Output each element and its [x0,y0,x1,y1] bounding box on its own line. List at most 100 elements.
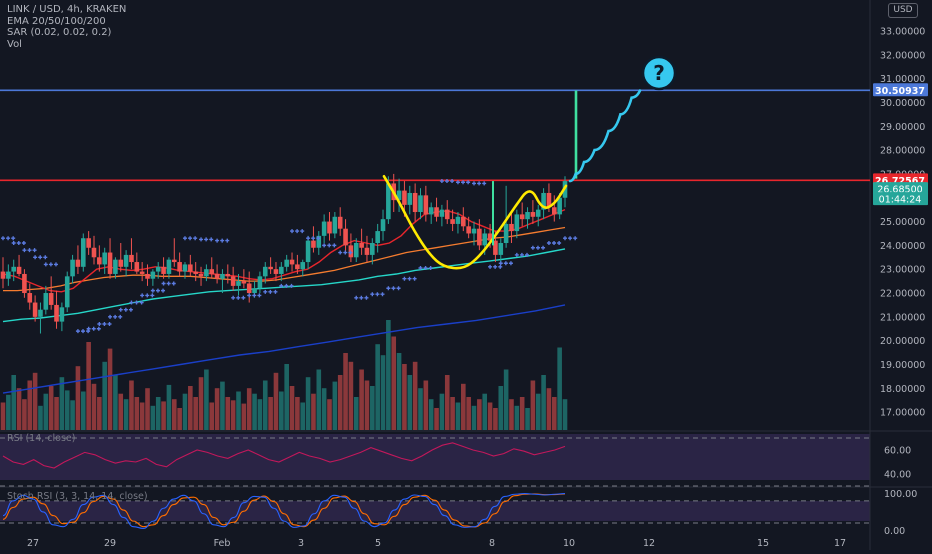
volume-bar [70,400,75,430]
legend-ema[interactable]: EMA 20/50/100/200 [7,15,106,27]
sar-marker [332,243,337,248]
volume-bar [386,320,391,430]
sar-marker [118,314,123,319]
rsi-line [2,442,566,469]
ema100-line [2,248,566,323]
sar-marker [348,250,353,255]
price-tick-label: 23.00000 [880,265,925,276]
time-tick-label: 8 [489,538,495,549]
volume-bar [359,369,364,430]
sar-marker [375,292,380,297]
sar-marker [268,289,273,294]
candle-body [193,271,198,274]
candle-body [519,214,525,220]
candle-body [359,242,364,248]
time-tick-label: 27 [27,538,39,549]
volume-bar [509,399,514,430]
ema200-line [2,304,566,394]
sar-marker [204,237,209,242]
sar-marker [343,250,348,255]
candle-body [535,209,541,217]
volume-bar [525,408,530,430]
candle-body [311,240,316,248]
sar-marker [113,314,118,319]
sar-marker [380,292,385,297]
rsi-label[interactable]: RSI (14, close) [7,433,76,444]
candle-body [129,254,134,263]
volume-bar [412,361,418,430]
candle-body [551,207,557,215]
sar-marker [1,236,5,241]
volume-bar [54,397,59,430]
volume-bar [466,397,471,430]
price-tick-label: 29.00000 [880,122,925,133]
price-label-text: 26.68500 [877,185,922,196]
volume-bar [22,399,27,430]
volume-bar [97,397,102,430]
sar-marker [252,293,257,298]
stoch-label[interactable]: Stoch RSI (3, 3, 14, 14, close) [7,491,148,502]
candle-body [396,190,402,201]
candle-body [268,266,273,270]
sar-marker [182,236,187,241]
stoch-tick-label: 0.00 [884,526,905,537]
sar-marker [193,236,198,241]
candle-body [428,207,434,215]
candle-body [503,223,509,243]
volume-bar [471,405,477,430]
candle-body [305,240,311,263]
volume-bar [182,393,188,430]
volume-bar [493,408,498,430]
sar-marker [524,252,529,257]
sar-marker [225,238,230,243]
price-tick-label: 33.00000 [880,26,925,37]
volume-bar [193,397,198,430]
currency-badge[interactable]: USD [888,3,918,18]
candle-body [139,271,145,274]
legend-sar[interactable]: SAR (0.02, 0.02, 0.2) [7,27,112,38]
price-tick-label: 25.00000 [880,217,925,228]
candle-body [118,259,124,267]
candle-body [284,259,289,267]
question-mark: ? [653,61,665,85]
candle-body [380,219,386,232]
volume-bar [214,388,220,430]
sar-marker [455,180,460,185]
sar-marker [247,293,252,298]
price-tick-label: 22.00000 [880,289,925,300]
sar-marker [498,261,503,266]
candle-body [59,307,65,322]
rsi-tick-label: 60.00 [884,446,911,457]
candle-body [482,233,488,246]
sar-marker [102,321,107,326]
candle-body [364,247,370,255]
candle-body [327,221,332,234]
candle-body [241,281,247,284]
sar-marker [503,261,508,266]
volume-bar [209,402,215,430]
price-tick-label: 31.00000 [880,74,925,85]
legend-vol[interactable]: Vol [7,38,22,50]
volume-bar [279,391,284,430]
sar-marker [96,326,101,331]
volume-bar [0,402,6,430]
sar-marker [209,237,214,242]
volume-bar [311,393,316,430]
candle-body [91,247,97,258]
legend-symbol[interactable]: LINK / USD, 4h, KRAKEN [7,4,127,15]
volume-bar [332,381,338,430]
sar-marker [450,179,455,184]
price-tick-label: 19.00000 [880,360,925,371]
stoch-tick-label: 100.00 [884,489,917,500]
sar-marker [43,262,48,267]
candle-body [27,293,33,303]
sar-marker [32,248,37,253]
volume-bar [295,397,300,430]
price-tick-label: 17.00000 [880,408,925,419]
volume-bar [246,388,252,430]
candle-body [423,195,429,215]
stoch-band-fill [0,501,870,521]
candle-body [316,235,322,248]
